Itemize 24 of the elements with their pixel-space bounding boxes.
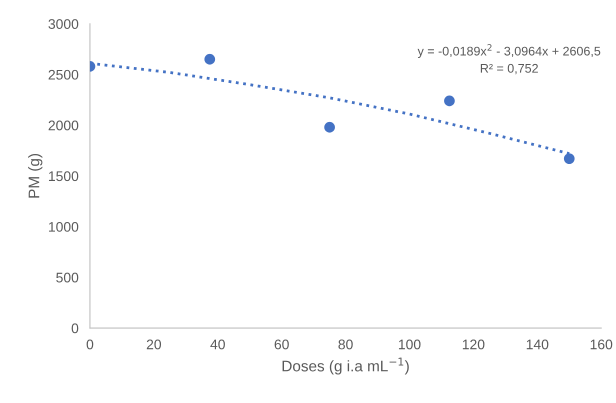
annotation: R² = 0,752 bbox=[480, 64, 538, 74]
x-tick-label: 60 bbox=[274, 340, 289, 350]
y-axis-title: PM (g) bbox=[28, 154, 42, 198]
annotation: y = -0,0189x$^{2}$ - 3,0964x + 2606,5 bbox=[418, 44, 600, 58]
point bbox=[204, 54, 216, 65]
x-tick-label: 120 bbox=[462, 340, 484, 350]
point bbox=[564, 153, 575, 164]
point bbox=[444, 96, 455, 106]
y-tick-label: 0 bbox=[72, 323, 78, 334]
y-tick-label: 3000 bbox=[48, 19, 78, 29]
x-tick-label: 0 bbox=[86, 340, 94, 350]
x-tick-label: 160 bbox=[590, 340, 612, 350]
y-tick-label: 2000 bbox=[48, 120, 78, 130]
y-tick-label: 2500 bbox=[48, 70, 78, 80]
x-axis-title: Doses (g i.a mL$^{−1}$) bbox=[282, 358, 409, 374]
y-tick-label: 500 bbox=[56, 272, 78, 282]
y-tick-label: 1000 bbox=[48, 222, 78, 232]
x-tick-label: 40 bbox=[210, 340, 225, 350]
x-tick-label: 80 bbox=[338, 340, 353, 350]
point bbox=[324, 122, 335, 133]
x-tick-label: 100 bbox=[398, 340, 421, 350]
x-tick-label: 20 bbox=[146, 340, 162, 350]
x-tick-label: 140 bbox=[526, 340, 548, 350]
y-tick-label: 1500 bbox=[48, 171, 78, 182]
